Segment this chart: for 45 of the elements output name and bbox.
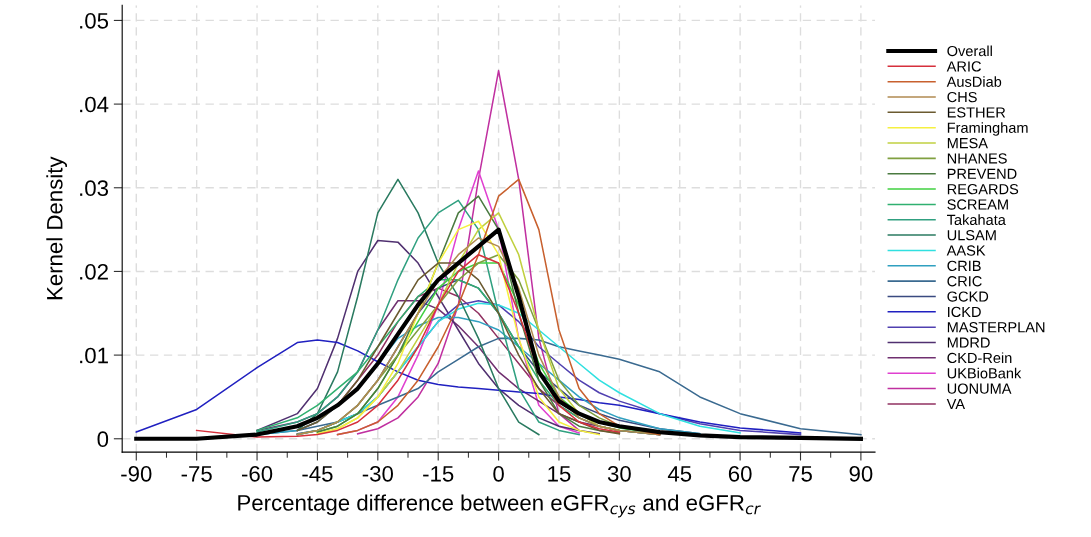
legend-label: ULSAM <box>947 230 996 241</box>
y-tick-label: .02 <box>80 263 108 280</box>
x-tick-label: 30 <box>607 465 631 482</box>
x-tick-label: 0 <box>493 465 504 482</box>
legend-label: CRIC <box>947 276 982 287</box>
x-tick-label: 45 <box>667 466 692 482</box>
legend-label: ESTHER <box>947 107 1006 118</box>
legend-label: REGARDS <box>947 183 1019 195</box>
legend-label: CKD-Rein <box>947 352 1012 364</box>
legend-label: ICKD <box>948 306 981 318</box>
x-tick-label: 15 <box>548 466 571 482</box>
x-axis-title: Percentage difference between eGFR$_{cys}$ and eGFR$_{cr}$ <box>238 494 761 518</box>
x-tick-label: -15 <box>423 466 454 482</box>
legend-label: VA <box>946 398 966 409</box>
y-tick-label: .03 <box>80 180 109 197</box>
legend-label: Takahata <box>947 214 1006 225</box>
legend-label: PREVEND <box>947 168 1017 179</box>
legend-label: UONUMA <box>947 383 1012 394</box>
x-tick-label: -90 <box>121 465 152 482</box>
legend-label: NHANES <box>947 153 1007 164</box>
x-tick-label: -30 <box>362 465 394 482</box>
legend-label: MASTERPLAN <box>947 322 1045 333</box>
legend-label: ARIC <box>946 61 981 72</box>
legend-label: Framingham <box>947 122 1028 136</box>
x-tick-label: 90 <box>849 465 873 482</box>
legend-label: Overall <box>947 45 992 57</box>
y-axis-title: Kernel Density <box>46 156 67 300</box>
legend-label: AusDiab <box>946 76 1002 87</box>
y-tick-label: 0 <box>97 431 109 448</box>
legend-label: GCKD <box>947 291 989 302</box>
legend-label: MESA <box>947 137 988 149</box>
x-tick-label: -60 <box>241 465 273 482</box>
y-tick-label: .05 <box>80 12 109 29</box>
x-tick-label: 60 <box>728 465 752 482</box>
legend-label: CRIB <box>947 260 981 272</box>
legend-label: CHS <box>947 91 977 103</box>
legend-label: SCREAM <box>947 199 1008 210</box>
legend-label: UKBioBank <box>947 367 1022 379</box>
legend-label: AASK <box>946 245 986 256</box>
y-tick-label: .04 <box>80 96 109 113</box>
y-tick-label: .01 <box>80 347 108 364</box>
legend-label: MDRD <box>947 337 990 348</box>
x-tick-label: -45 <box>302 466 333 482</box>
x-tick-label: 75 <box>789 466 812 482</box>
x-tick-label: -75 <box>181 466 212 482</box>
